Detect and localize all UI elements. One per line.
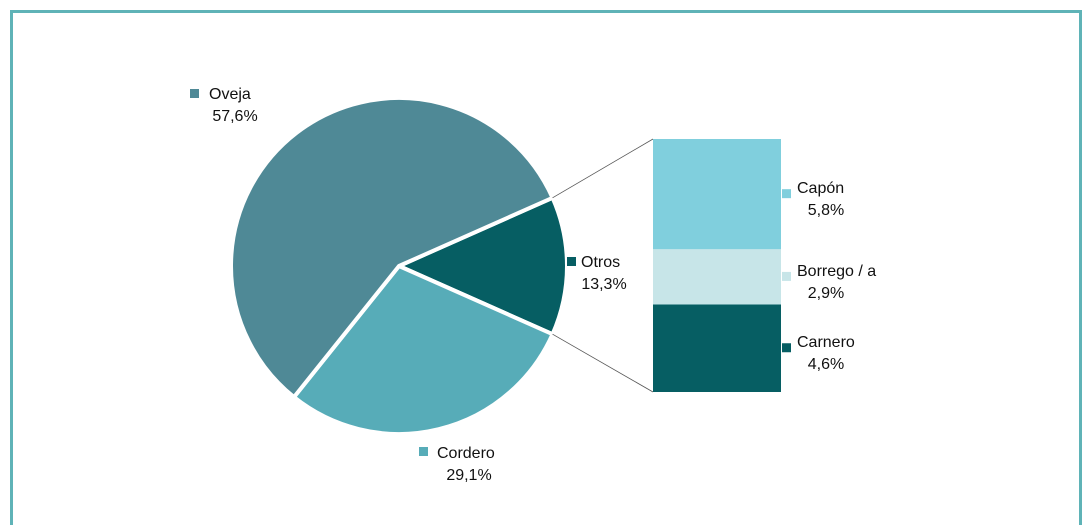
bar-segment-capon[interactable] — [653, 139, 781, 250]
label-group: Oveja 57,6% Cordero 29,1% Otros 13,3% Capón 5,8… — [190, 86, 876, 484]
bar-value-borrego-a: 2,9% — [808, 285, 844, 302]
legend-swatch-otros — [567, 257, 576, 266]
pie-group — [229, 96, 569, 436]
slice-value-cordero: 29,1% — [446, 467, 491, 484]
bar-label-borrego-a: Borrego / a — [797, 263, 876, 280]
connector-line-top — [552, 138, 654, 199]
bar-value-carnero: 4,6% — [808, 356, 844, 373]
legend-swatch-carnero — [782, 343, 791, 353]
legend-swatch-oveja — [190, 89, 199, 98]
legend-swatch-capon — [782, 189, 791, 199]
legend-swatch-borrego-a — [782, 271, 791, 281]
bar-value-capon: 5,8% — [808, 202, 844, 219]
pie-slice-oveja[interactable] — [229, 96, 555, 400]
slice-label-oveja: Oveja — [209, 86, 251, 103]
pie-slice-otros[interactable] — [397, 195, 569, 337]
legend-swatch-cordero — [419, 447, 428, 456]
bar-label-carnero: Carnero — [797, 334, 855, 351]
bar-label-capon: Capón — [797, 180, 844, 197]
pie-slice-cordero[interactable] — [291, 264, 555, 436]
slice-label-otros: Otros — [581, 254, 620, 271]
bar-segment-borrego-a[interactable] — [653, 249, 781, 305]
connector-lines — [552, 138, 654, 393]
slice-label-cordero: Cordero — [437, 445, 495, 462]
slice-value-oveja: 57,6% — [212, 108, 257, 125]
bar-segment-carnero[interactable] — [653, 304, 781, 393]
breakdown-bar-group — [653, 139, 781, 392]
slice-value-otros: 13,3% — [581, 276, 626, 293]
connector-line-bottom — [552, 333, 654, 393]
